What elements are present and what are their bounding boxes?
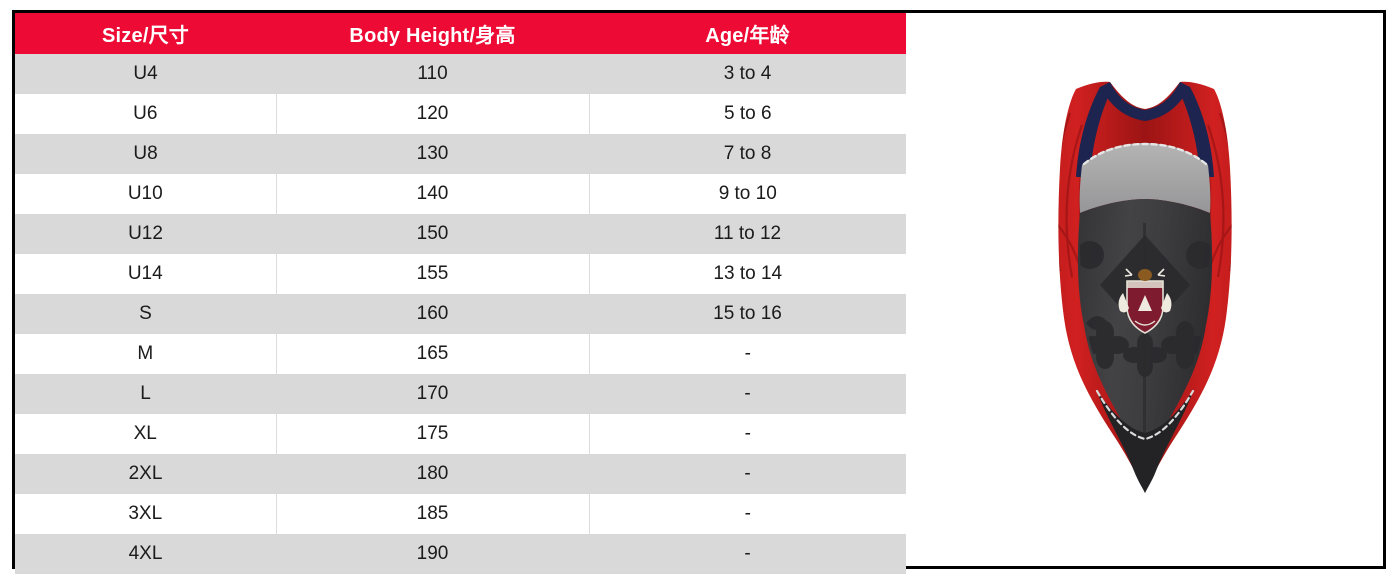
column-header-age: Age/年龄 — [589, 13, 906, 54]
cell-height: 130 — [276, 134, 589, 174]
table-row: 2XL 180- — [15, 454, 906, 494]
table-header-row: Size/尺寸 Body Height/身高 Age/年龄 — [15, 13, 906, 54]
column-header-size: Size/尺寸 — [15, 13, 276, 54]
cell-size: U10 — [15, 174, 276, 214]
cell-height: 185 — [275, 494, 589, 534]
suit-chest-yoke — [1079, 142, 1210, 213]
cell-age: - — [589, 374, 906, 414]
product-image-panel: One-piece racing swimsuit, front view — [906, 13, 1383, 566]
cell-size: 4XL — [15, 534, 276, 574]
table-row: L 170- — [15, 374, 906, 414]
cell-height: 110 — [276, 54, 589, 94]
table-row: U14 155 13 to 14 — [15, 254, 906, 294]
table-row: U6 120 5 to 6 — [15, 94, 906, 134]
size-table-body: U4 110 3 to 4 U6 120 5 to 6 U8 130 7 to 8 U10 140 9… — [15, 54, 906, 574]
cell-age: - — [588, 494, 906, 534]
table-row: S 160 15 to 16 — [15, 294, 906, 334]
cell-height: 120 — [275, 94, 589, 134]
size-table-header: Size/尺寸 Body Height/身高 Age/年龄 — [15, 13, 906, 54]
column-header-height: Body Height/身高 — [276, 13, 589, 54]
cell-height: 165 — [275, 334, 589, 374]
size-table: Size/尺寸 Body Height/身高 Age/年龄 U4 110 3 to … — [15, 13, 906, 574]
suit-print-motifs — [1079, 222, 1210, 453]
cell-size: L — [15, 374, 276, 414]
cell-height: 140 — [275, 174, 589, 214]
cell-age: 3 to 4 — [589, 54, 906, 94]
cell-height: 170 — [276, 374, 589, 414]
cell-height: 175 — [275, 414, 589, 454]
chart-frame-border: Size/尺寸 Body Height/身高 Age/年龄 U4 110 3 to … — [12, 10, 1386, 574]
cell-size: U12 — [15, 214, 276, 254]
cell-age: - — [589, 454, 906, 494]
cell-age: 9 to 10 — [588, 174, 906, 214]
table-row: U4 110 3 to 4 — [15, 54, 906, 94]
swimsuit-graphic — [1057, 81, 1232, 493]
cell-age: - — [588, 334, 906, 374]
cell-size: 3XL — [15, 494, 276, 534]
cell-height: 180 — [276, 454, 589, 494]
cell-size: M — [15, 334, 276, 374]
table-row: M 165- — [15, 334, 906, 374]
size-table-panel: Size/尺寸 Body Height/身高 Age/年龄 U4 110 3 to … — [15, 13, 906, 574]
table-row: U8 130 7 to 8 — [15, 134, 906, 174]
cell-size: U14 — [15, 254, 276, 294]
cell-age: - — [588, 414, 906, 454]
cell-age: 7 to 8 — [589, 134, 906, 174]
cell-height: 155 — [275, 254, 589, 294]
swimsuit-illustration — [1020, 73, 1270, 513]
cell-size: 2XL — [15, 454, 276, 494]
cell-height: 150 — [276, 214, 589, 254]
table-row: 3XL 185- — [15, 494, 906, 534]
table-row: 4XL 190- — [15, 534, 906, 574]
cell-age: 5 to 6 — [588, 94, 906, 134]
cell-age: - — [589, 534, 906, 574]
suit-leg-gusset — [1095, 388, 1194, 493]
cell-height: 190 — [276, 534, 589, 574]
neckline-stitching — [1082, 142, 1207, 165]
cell-size: S — [15, 294, 276, 334]
cell-size: U8 — [15, 134, 276, 174]
cell-height: 160 — [276, 294, 589, 334]
cell-size: U4 — [15, 54, 276, 94]
cell-size: XL — [15, 414, 276, 454]
cell-size: U6 — [15, 94, 276, 134]
team-crest-logo — [1118, 267, 1171, 334]
table-row: XL 175- — [15, 414, 906, 454]
table-row: U12 150 11 to 12 — [15, 214, 906, 254]
table-row: U10 140 9 to 10 — [15, 174, 906, 214]
suit-navy-straps — [1075, 81, 1214, 177]
cell-age: 15 to 16 — [589, 294, 906, 334]
cell-age: 11 to 12 — [589, 214, 906, 254]
cell-age: 13 to 14 — [588, 254, 906, 294]
